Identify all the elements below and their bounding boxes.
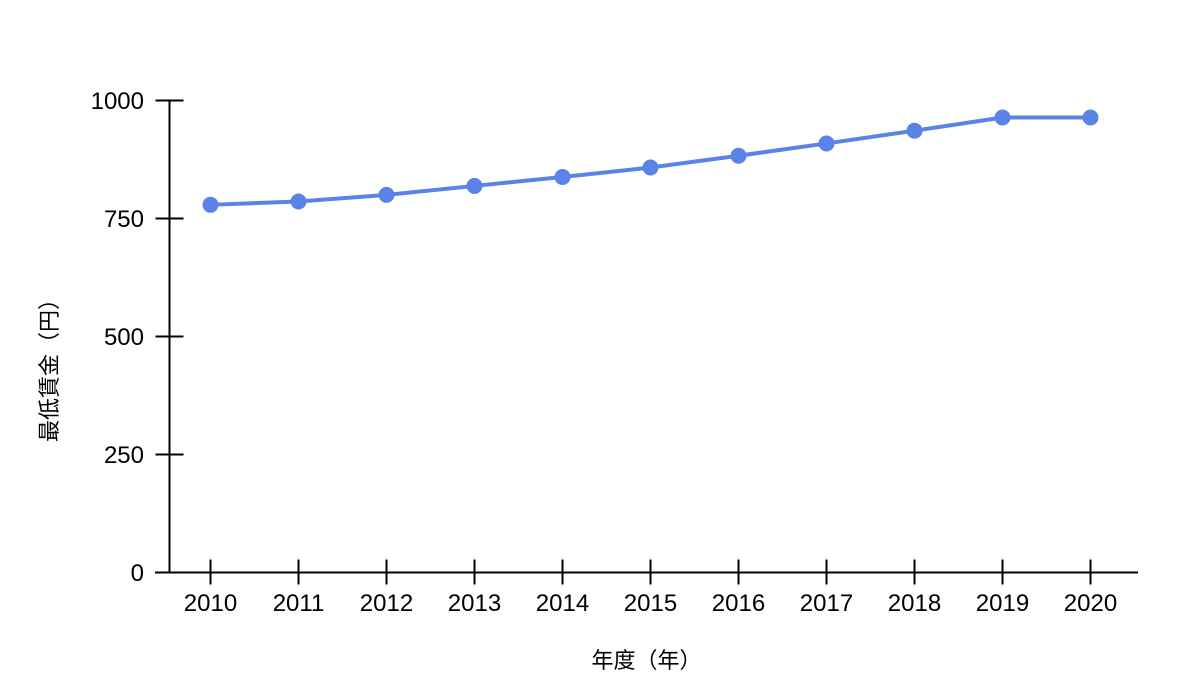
- data-point: [466, 177, 483, 194]
- y-tick-label: 250: [104, 442, 144, 469]
- data-point: [906, 122, 923, 139]
- x-tick-label: 2015: [624, 590, 677, 617]
- x-tick-label: 2020: [1064, 590, 1117, 617]
- data-point: [1082, 109, 1099, 126]
- y-tick-label: 1000: [91, 88, 144, 115]
- x-tick-label: 2017: [800, 590, 853, 617]
- data-point: [642, 159, 659, 176]
- x-tick-label: 2018: [888, 590, 941, 617]
- data-point: [378, 186, 395, 203]
- data-point: [202, 196, 219, 213]
- data-point: [818, 135, 835, 152]
- data-point: [994, 109, 1011, 126]
- x-tick-label: 2014: [536, 590, 589, 617]
- x-tick-label: 2016: [712, 590, 765, 617]
- x-tick-label: 2012: [360, 590, 413, 617]
- data-point: [554, 168, 571, 185]
- x-tick-label: 2011: [273, 590, 325, 617]
- x-tick-label: 2013: [448, 590, 501, 617]
- y-tick-label: 750: [104, 206, 144, 233]
- data-point: [290, 193, 307, 210]
- x-tick-label: 2019: [976, 590, 1029, 617]
- y-axis-title: 最低賃金（円）: [37, 287, 62, 443]
- x-tick-label: 2010: [184, 590, 237, 617]
- data-point: [730, 147, 747, 164]
- x-axis-title: 年度（年）: [591, 648, 702, 673]
- y-tick-label: 500: [104, 324, 144, 351]
- y-tick-label: 0: [131, 560, 144, 587]
